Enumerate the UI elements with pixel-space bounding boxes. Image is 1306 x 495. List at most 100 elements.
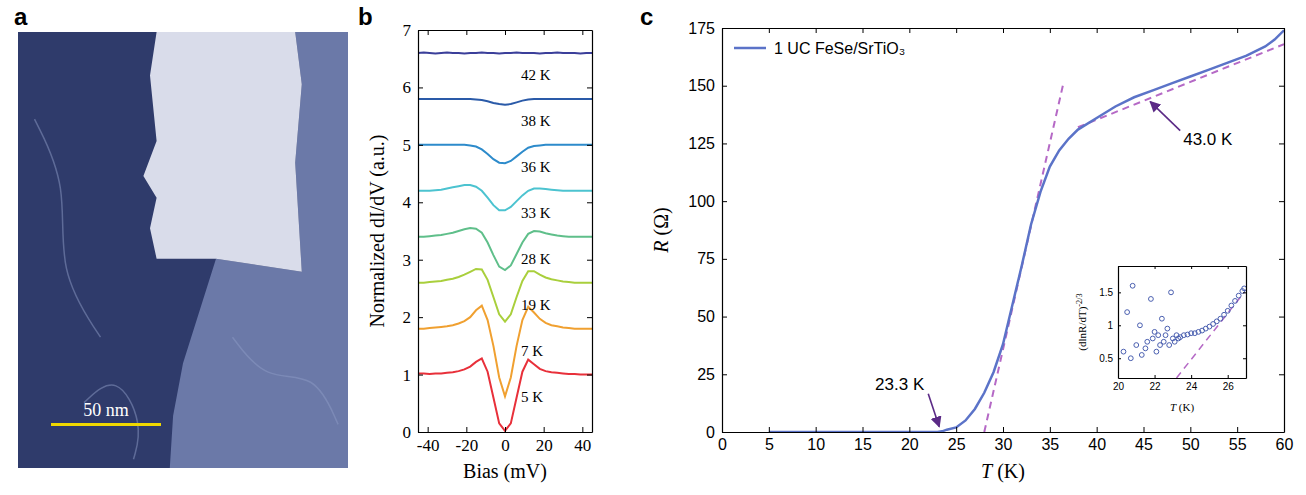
tick-mark [1144, 28, 1145, 33]
tick [1097, 28, 1098, 33]
axis-line [1246, 267, 1247, 379]
tick-label: 100 [688, 193, 715, 210]
tick-mark [418, 375, 423, 376]
tick-mark [418, 317, 423, 318]
tick [1243, 325, 1246, 326]
tick-mark [1279, 86, 1284, 87]
spectrum-line [418, 145, 592, 163]
inset-point [1165, 326, 1170, 331]
tick-label: 1 [1108, 320, 1114, 331]
inset-y-label-base: (dlnR/dT) [1076, 306, 1089, 350]
tick-mark [587, 432, 592, 433]
figure: 50 nma-40-20020400123456742 K38 K36 K33 … [0, 0, 1306, 495]
tick-mark [909, 427, 910, 432]
inset-point [1125, 310, 1130, 315]
annotation-text: 43.0 K [1183, 130, 1233, 149]
curve-label: 5 K [521, 389, 543, 405]
tick-label: 150 [688, 77, 715, 94]
tick: 25 [948, 427, 966, 453]
legend: 1 UC FeSe/SrTiO₃ [734, 40, 905, 57]
domain-boundary [35, 119, 101, 337]
axis-line [723, 432, 1285, 433]
tick-label: 6 [403, 78, 412, 97]
tick: 22 [1150, 375, 1162, 392]
tick-mark [587, 202, 592, 203]
inset-x-axis: 20222426 [1113, 375, 1247, 392]
tick-label: 5 [403, 136, 412, 155]
inset-point [1169, 290, 1174, 295]
axis-line [419, 432, 593, 433]
x-axis-top [723, 28, 1285, 33]
inset-point [1167, 343, 1172, 348]
tick: 50 [1182, 427, 1200, 453]
tick-mark [769, 28, 770, 33]
tick-mark [909, 28, 910, 33]
tick-label: 0 [501, 436, 510, 455]
tick [587, 87, 592, 88]
tick [1003, 28, 1004, 33]
tick-label: 75 [697, 250, 715, 267]
tick: -40 [417, 427, 440, 455]
tick-mark [582, 30, 583, 35]
tick [1279, 374, 1284, 375]
legend-label: 1 UC FeSe/SrTiO₃ [774, 40, 905, 57]
tick [466, 30, 467, 35]
inset-point [1163, 333, 1168, 338]
inset-point [1121, 349, 1126, 354]
spectrum-line [418, 99, 592, 105]
spectrum-line [418, 52, 592, 53]
tick [1237, 28, 1238, 33]
inset-point [1229, 303, 1234, 308]
inset-point [1236, 293, 1241, 298]
tick-mark [1003, 427, 1004, 432]
tick-mark [956, 427, 957, 432]
tick-mark [587, 30, 592, 31]
tick-mark [587, 317, 592, 318]
inset-y-axis-title: (dlnR/dT)-2/3 [1075, 293, 1089, 350]
curve-label: 7 K [521, 343, 543, 359]
tick-label: 0.5 [1099, 353, 1113, 364]
tick-mark [863, 427, 864, 432]
inset-point [1139, 353, 1144, 358]
tick-mark [1279, 28, 1284, 29]
tick [816, 28, 817, 33]
tick-mark [418, 30, 423, 31]
tick [1279, 86, 1284, 87]
tick-label: 175 [688, 20, 715, 37]
y-axis-title: R (Ω) [650, 207, 673, 253]
tick: 4 [403, 193, 424, 212]
tick-label: 50 [1182, 436, 1200, 453]
tick-mark [816, 427, 817, 432]
tick: 7 [403, 21, 424, 40]
tick-mark [1003, 28, 1004, 33]
tick-label: 3 [403, 251, 412, 270]
tick-mark [1279, 432, 1284, 433]
tick-label: 24 [1186, 381, 1198, 392]
tick [428, 30, 429, 35]
inset-point [1128, 356, 1133, 361]
inset-point [1156, 333, 1161, 338]
tick [1228, 266, 1229, 269]
tick-mark [1118, 325, 1121, 326]
tick: 20 [536, 427, 553, 455]
inset-point [1159, 316, 1164, 321]
tick [1050, 28, 1051, 33]
domain-boundary [233, 337, 339, 424]
y-axis-right [1279, 29, 1285, 433]
tick-mark [1155, 375, 1156, 378]
spectrum-line [418, 306, 592, 397]
tick [1279, 259, 1284, 260]
tick-mark [1243, 358, 1246, 359]
label-rest: (K) [992, 460, 1025, 483]
tick-mark [544, 427, 545, 432]
tick-mark [1228, 375, 1229, 378]
tick [1279, 143, 1284, 144]
tick [909, 28, 910, 33]
tick [587, 260, 592, 261]
x-axis-top [419, 30, 593, 35]
tick-mark [1144, 427, 1145, 432]
tick [587, 317, 592, 318]
tick-mark [722, 374, 727, 375]
tick-mark [418, 260, 423, 261]
axis-line [1284, 29, 1285, 433]
